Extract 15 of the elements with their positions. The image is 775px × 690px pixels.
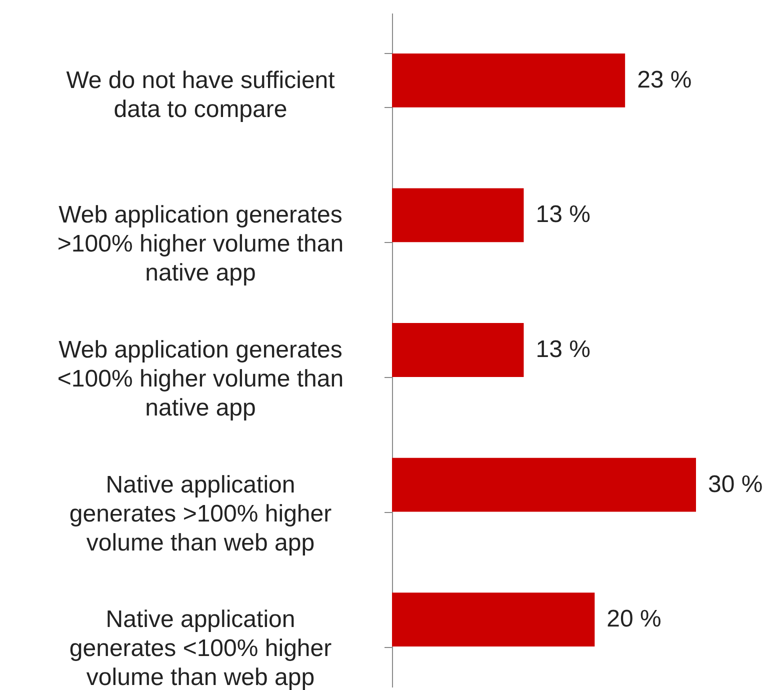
bar xyxy=(392,53,626,108)
bar xyxy=(392,458,696,512)
bar xyxy=(392,323,524,377)
bar xyxy=(392,592,595,647)
y-tick-label: We do not have sufficient data to compare xyxy=(66,66,336,123)
y-tick-label: Web application generates <100% higher volume than native app xyxy=(57,336,344,422)
bar xyxy=(392,188,524,242)
y-tick-label: Native application generates >100% higher volume than web app xyxy=(69,471,332,556)
y-tick-label: Native application generates <100% higher volume than web app xyxy=(69,606,332,690)
data-label: 20 % xyxy=(606,606,662,633)
y-tick-label: Web application generates >100% higher volume than native app xyxy=(57,202,344,287)
data-label: 13 % xyxy=(536,201,590,228)
data-label: 30 % xyxy=(708,470,763,498)
data-label: 23 % xyxy=(637,66,692,94)
data-label: 13 % xyxy=(536,336,590,363)
